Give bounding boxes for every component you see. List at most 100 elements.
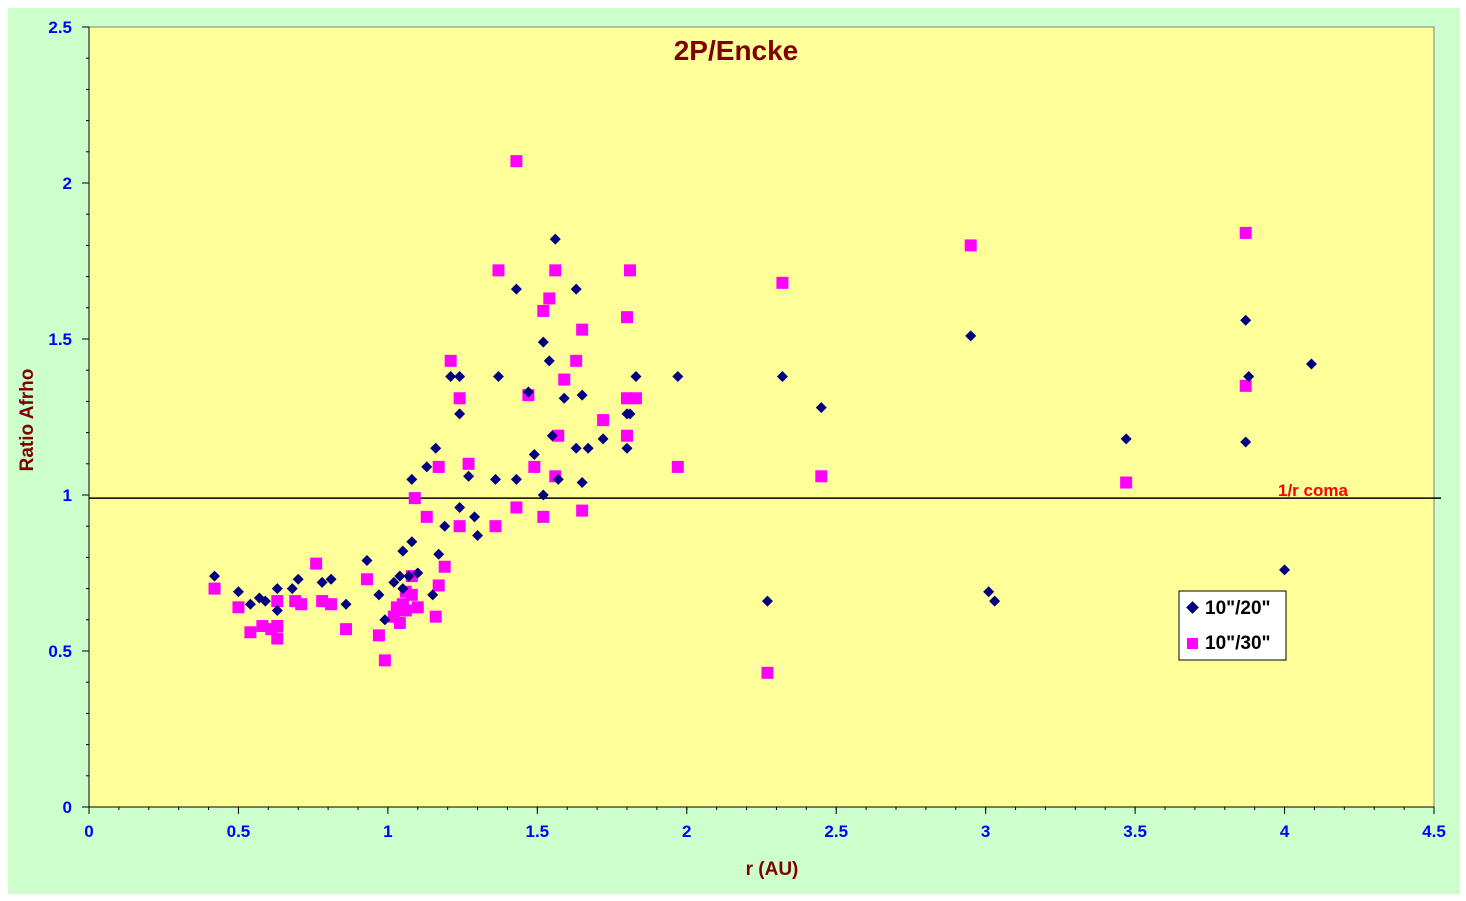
data-point-10-20	[558, 392, 570, 404]
data-point-10-30	[438, 560, 451, 573]
data-point-10-20	[454, 408, 466, 420]
data-point-10-20	[286, 583, 298, 595]
data-point-10-30	[576, 504, 589, 517]
data-point-10-20	[815, 402, 827, 414]
data-point-10-30	[1239, 379, 1252, 392]
x-tick-label: 1.5	[526, 822, 550, 841]
data-point-10-20	[522, 386, 534, 398]
data-point-10-30	[411, 601, 424, 614]
data-point-10-20	[406, 473, 418, 485]
data-point-10-30	[340, 623, 353, 636]
data-point-10-20	[271, 604, 283, 616]
data-point-10-20	[232, 586, 244, 598]
x-tick-label: 1	[383, 822, 392, 841]
data-point-10-20	[472, 530, 484, 542]
data-point-10-20	[528, 448, 540, 460]
data-point-10-30	[399, 604, 412, 617]
data-point-10-20	[549, 233, 561, 245]
data-point-10-20	[552, 473, 564, 485]
data-point-10-20	[259, 595, 271, 607]
data-point-10-20	[361, 555, 373, 567]
data-point-10-30	[1120, 476, 1133, 489]
data-point-10-20	[209, 570, 221, 582]
x-tick-label: 0.5	[227, 822, 251, 841]
data-point-10-30	[1239, 226, 1252, 239]
data-point-10-30	[271, 595, 284, 608]
data-point-10-20	[537, 489, 549, 501]
data-point-10-20	[1279, 564, 1291, 576]
data-point-10-30	[244, 626, 257, 639]
data-point-10-20	[316, 576, 328, 588]
data-point-10-30	[208, 582, 221, 595]
data-point-10-30	[393, 616, 406, 629]
data-point-10-30	[462, 457, 475, 470]
x-axis-title: r (AU)	[746, 859, 799, 880]
data-point-10-30	[444, 354, 457, 367]
data-point-10-20	[271, 583, 283, 595]
data-point-10-20	[489, 473, 501, 485]
data-point-10-20	[379, 614, 391, 626]
data-point-10-30	[420, 510, 433, 523]
data-point-10-30	[621, 429, 633, 442]
x-tick-label: 4.5	[1422, 822, 1446, 841]
data-point-10-20	[1240, 314, 1252, 326]
data-point-10-20	[340, 598, 352, 610]
data-point-10-30	[295, 598, 308, 611]
plot-area	[88, 26, 1435, 808]
data-point-10-30	[372, 629, 385, 642]
y-tick-label: 2	[63, 174, 72, 193]
data-point-10-20	[292, 573, 304, 585]
data-point-10-30	[543, 292, 556, 305]
data-point-10-30	[597, 414, 610, 427]
data-point-10-30	[432, 460, 445, 473]
data-point-10-30	[510, 501, 523, 514]
data-point-10-20	[244, 598, 256, 610]
data-point-10-20	[421, 461, 433, 473]
data-point-10-20	[965, 330, 977, 342]
series-10-20	[209, 233, 1317, 626]
data-point-10-20	[433, 548, 445, 560]
x-axis-ticks: 0 0.5 1 1.5 2 2.5 3 3.5 4 4.5	[84, 807, 1446, 841]
data-point-10-30	[378, 654, 391, 667]
data-point-10-30	[623, 264, 636, 277]
data-point-10-20	[546, 430, 558, 442]
data-point-10-20	[469, 511, 481, 523]
data-point-10-20	[403, 570, 415, 582]
data-point-10-30	[510, 155, 523, 168]
data-point-10-20	[576, 389, 588, 401]
data-point-10-30	[453, 392, 466, 405]
data-point-10-30	[761, 666, 774, 679]
chart-title: 2P/Encke	[674, 35, 799, 66]
data-point-10-20	[1243, 370, 1255, 382]
y-tick-label: 2.5	[48, 18, 72, 37]
data-point-10-30	[537, 304, 550, 317]
data-point-10-30	[528, 460, 541, 473]
data-point-10-20	[397, 583, 409, 595]
legend-marker-10-30	[1187, 638, 1198, 649]
data-point-10-20	[1120, 433, 1132, 445]
data-point-10-20	[388, 576, 400, 588]
data-point-10-30	[271, 632, 284, 645]
data-point-10-30	[552, 429, 565, 442]
data-point-10-20	[412, 567, 424, 579]
data-point-10-20	[543, 355, 555, 367]
data-point-10-20	[454, 370, 466, 382]
data-point-10-20	[570, 283, 582, 295]
data-point-10-30	[815, 470, 828, 483]
data-point-10-30	[453, 520, 466, 533]
y-tick-label: 0.5	[48, 642, 72, 661]
x-tick-label: 3.5	[1123, 822, 1147, 841]
data-point-10-20	[492, 370, 504, 382]
data-point-10-20	[672, 370, 684, 382]
data-point-10-20	[325, 573, 337, 585]
legend-label-10-30: 10"/30"	[1205, 633, 1271, 654]
data-point-10-20	[510, 473, 522, 485]
data-point-10-20	[576, 477, 588, 489]
legend-label-10-20: 10"/20"	[1205, 598, 1271, 619]
data-point-10-20	[427, 589, 439, 601]
data-point-10-20	[394, 570, 406, 582]
data-point-10-30	[570, 354, 583, 367]
data-point-10-20	[621, 442, 633, 454]
reference-line-label: 1/r coma	[1278, 481, 1348, 500]
